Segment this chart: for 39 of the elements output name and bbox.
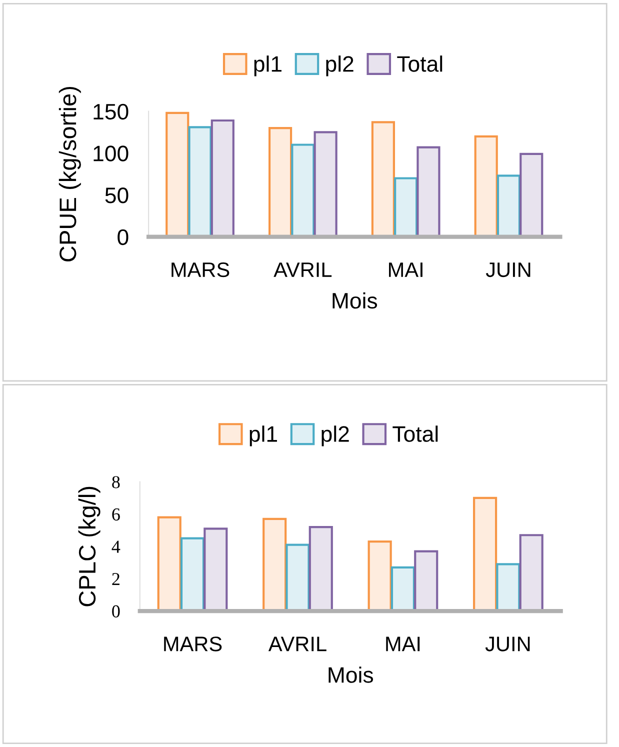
x-tick-label: MAI <box>389 262 422 277</box>
legend-label: Total <box>397 56 442 72</box>
bar <box>291 144 315 237</box>
y-tick-label: 0 <box>118 229 128 246</box>
bar <box>474 135 498 237</box>
y-tick-label: 150 <box>94 104 128 120</box>
y-axis-title: CPLC (kg/l) <box>78 486 100 606</box>
x-tick-label: MAI <box>386 636 420 652</box>
x-tick-label: MARS <box>164 636 222 652</box>
x-axis-title: Mois <box>328 666 374 683</box>
x-tick-label: AVRIL <box>268 636 326 652</box>
y-tick-label: 8 <box>112 476 120 488</box>
bar <box>416 146 440 237</box>
y-axis-title: CPUE (kg/sortie) <box>58 86 81 262</box>
legend-label: pl1 <box>254 56 282 76</box>
bar <box>268 126 292 237</box>
x-tick-label: MARS <box>172 262 230 278</box>
y-tick-label: 6 <box>112 508 120 521</box>
bar <box>188 126 212 237</box>
bar <box>166 112 190 237</box>
legend-label: Total <box>392 426 438 442</box>
y-tick-label: 2 <box>112 573 120 586</box>
bar <box>314 131 338 237</box>
bar <box>210 119 234 237</box>
legend-label: pl2 <box>326 56 354 76</box>
x-tick-label: AVRIL <box>274 262 332 277</box>
legend-label: pl2 <box>322 426 349 446</box>
bar <box>496 174 521 237</box>
y-tick-label: 4 <box>112 540 120 553</box>
y-tick-label: 0 <box>112 605 120 618</box>
bar <box>520 152 544 237</box>
bar <box>371 121 395 237</box>
y-tick-label: 50 <box>105 188 128 204</box>
bar <box>394 177 418 237</box>
x-axis-title: Mois <box>332 292 378 309</box>
y-tick-label: 100 <box>94 146 128 162</box>
legend-label: pl1 <box>250 426 277 446</box>
x-tick-label: JUIN <box>485 636 530 652</box>
x-tick-label: JUIN <box>486 262 530 278</box>
